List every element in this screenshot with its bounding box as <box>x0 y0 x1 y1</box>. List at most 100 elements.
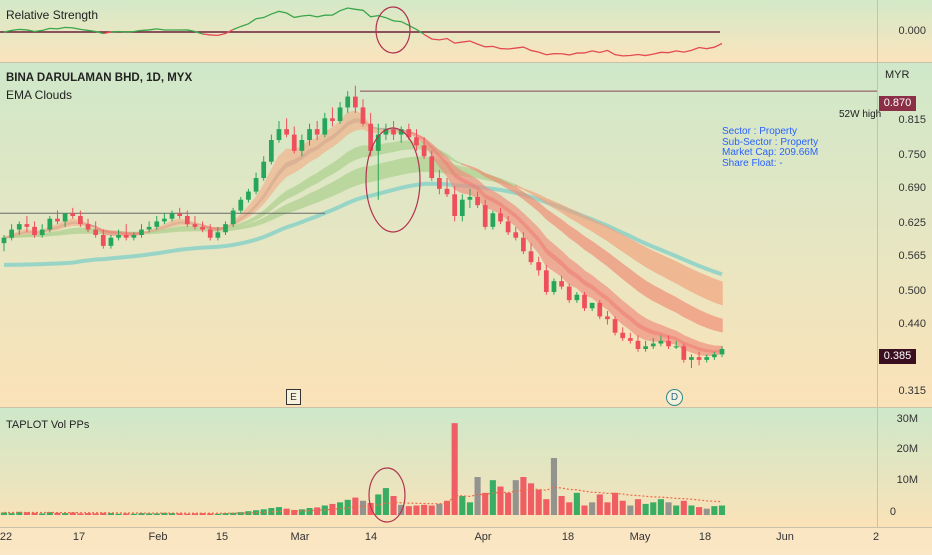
candle-body <box>467 197 473 200</box>
volume-bar <box>23 512 30 515</box>
currency-label: MYR <box>885 69 910 81</box>
volume-bar <box>550 458 558 515</box>
price-tick-label: 0.625 <box>898 217 926 230</box>
volume-bar <box>39 513 46 515</box>
candle-body <box>322 118 328 135</box>
volume-bar <box>77 513 84 515</box>
volume-bar <box>130 513 137 515</box>
volume-bar <box>466 502 473 515</box>
annotation-circle-volume <box>368 467 406 523</box>
candle-body <box>444 188 450 195</box>
volume-bar <box>168 513 176 515</box>
candle-body <box>673 346 679 348</box>
volume-bar <box>657 499 664 515</box>
candle-body <box>177 213 183 216</box>
candle-body <box>100 235 106 246</box>
candle-body <box>162 218 167 222</box>
price-tick-label: 0.440 <box>898 317 926 330</box>
candle-body <box>184 216 190 225</box>
52w-high-label: 52W high <box>839 109 882 120</box>
52w-high-price-tag: 0.870 <box>879 96 916 111</box>
time-axis-bg <box>0 528 932 550</box>
candle-body <box>414 137 419 146</box>
candle-body <box>605 316 610 320</box>
volume-bar <box>199 513 206 515</box>
earnings-marker[interactable]: E <box>286 389 301 405</box>
time-tick-label: Apr <box>474 531 492 543</box>
marketcap-text: Market Cap: 209.66M <box>722 147 819 158</box>
candle-body <box>658 340 664 344</box>
volume-bar <box>474 477 481 515</box>
volume-bar <box>298 509 305 515</box>
volume-bar <box>619 500 626 515</box>
volume-bar <box>436 503 443 515</box>
volume-bar <box>398 504 405 515</box>
candle-body <box>582 294 587 309</box>
volume-tick-label: 10M <box>896 474 918 486</box>
volume-bar <box>314 507 321 515</box>
volume-bar <box>589 502 596 515</box>
candle-body <box>230 210 236 225</box>
volume-bar <box>344 499 351 515</box>
time-tick-label: 14 <box>364 531 378 543</box>
candle-body <box>559 281 564 287</box>
candle-body <box>47 218 53 230</box>
rs-line-segment <box>232 7 425 35</box>
rs-layer <box>0 6 723 57</box>
candle-body <box>223 224 228 233</box>
candle-body <box>490 213 496 227</box>
volume-bar <box>489 480 496 515</box>
candle-body <box>169 213 175 219</box>
candle-body <box>452 194 458 216</box>
volume-bar <box>703 508 710 515</box>
volume-bar <box>123 513 130 515</box>
candle-body <box>284 129 289 135</box>
volume-bar <box>207 513 214 515</box>
candle-body <box>253 178 259 192</box>
candle-body <box>16 224 22 230</box>
annotation-circle-price <box>365 127 421 233</box>
candle-body <box>261 161 267 178</box>
ema-slow-line <box>3 181 723 277</box>
candle-body <box>200 226 205 230</box>
volume-bar <box>566 502 573 515</box>
volume-bar <box>16 511 23 515</box>
volume-bar <box>642 503 649 515</box>
volume-bar <box>146 513 153 515</box>
candle-body <box>246 191 251 200</box>
candle-body <box>635 340 641 349</box>
volume-bar <box>390 496 397 515</box>
volume-bar <box>512 480 519 515</box>
volume-bar <box>696 507 703 515</box>
candle-body <box>681 346 687 360</box>
rs-line-segment <box>110 28 203 35</box>
rs-line-segment <box>202 28 234 37</box>
dividend-marker[interactable]: D <box>666 389 683 406</box>
ema-cloud-20-26-segment <box>461 163 723 333</box>
volume-bar <box>581 505 588 515</box>
candle-body <box>643 346 648 349</box>
volume-bar <box>413 505 420 515</box>
volume-bar <box>634 499 642 515</box>
ema-cloud-34-50-segment <box>515 183 723 306</box>
price-layer <box>0 85 877 368</box>
volume-bar <box>62 513 69 515</box>
candle-body <box>39 229 45 235</box>
volume-bar <box>283 508 290 515</box>
candle-body <box>704 357 710 360</box>
candle-body <box>574 294 580 301</box>
volume-bar <box>718 505 726 515</box>
candle-body <box>154 221 160 227</box>
volume-bar <box>520 477 527 515</box>
volume-bar <box>673 505 680 515</box>
time-tick-label: 18 <box>698 531 712 543</box>
candle-body <box>612 319 618 333</box>
candle-body <box>368 123 374 151</box>
candle-body <box>32 226 37 235</box>
volume-bar <box>214 513 221 515</box>
volume-bar <box>688 505 695 515</box>
candle-body <box>9 229 15 238</box>
candle-body <box>360 107 366 124</box>
